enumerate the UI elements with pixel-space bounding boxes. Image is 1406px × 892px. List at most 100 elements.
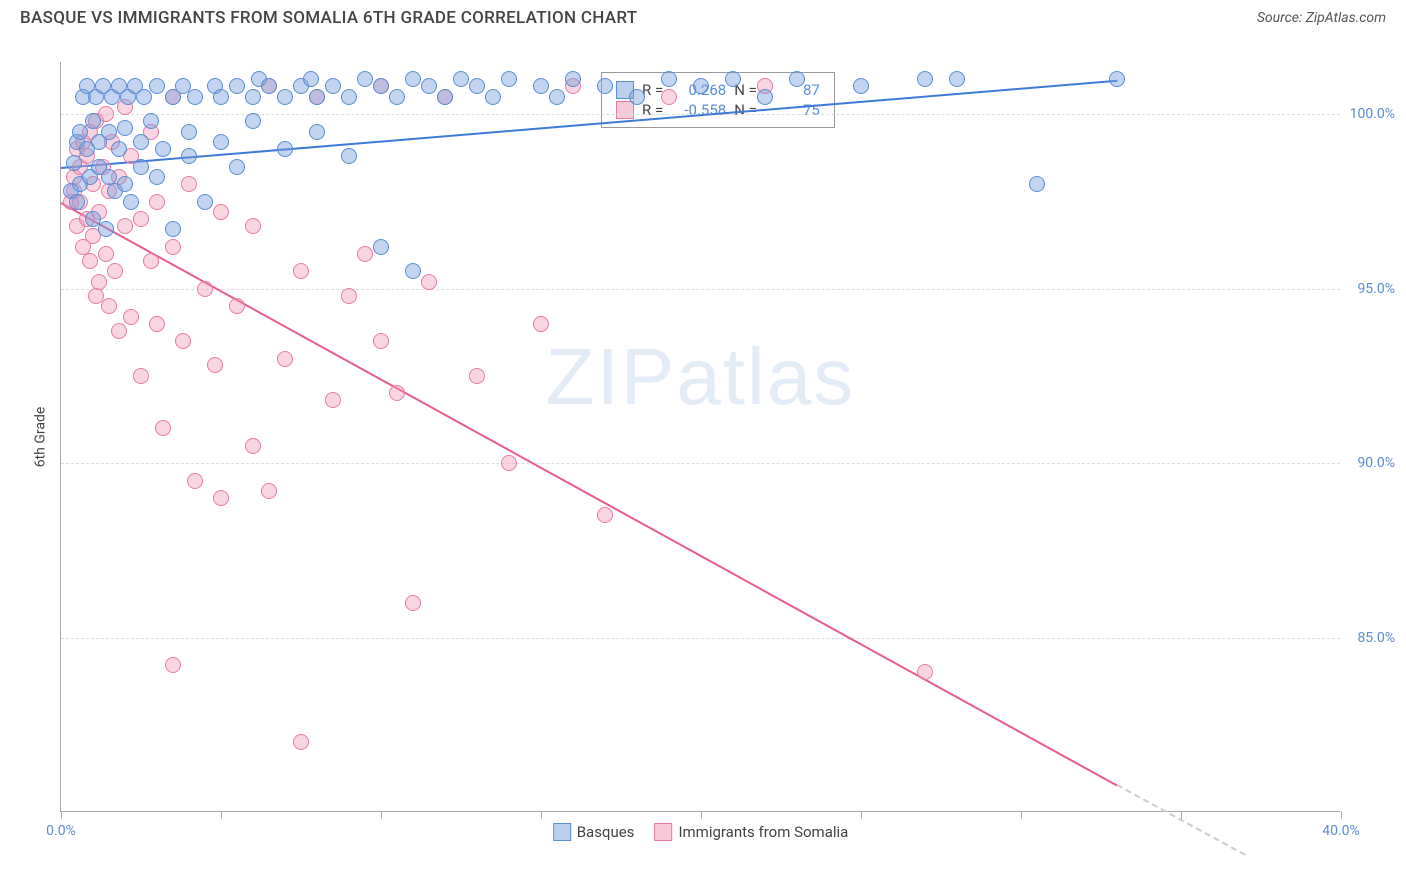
data-point bbox=[261, 483, 277, 499]
data-point bbox=[405, 595, 421, 611]
data-point bbox=[533, 78, 549, 94]
data-point bbox=[853, 78, 869, 94]
data-point bbox=[213, 134, 229, 150]
x-tick bbox=[381, 811, 382, 819]
data-point bbox=[143, 253, 159, 269]
data-point bbox=[501, 71, 517, 87]
data-point bbox=[277, 89, 293, 105]
x-tick bbox=[861, 811, 862, 819]
data-point bbox=[757, 89, 773, 105]
grid-line bbox=[61, 463, 1340, 464]
data-point bbox=[277, 141, 293, 157]
data-point bbox=[187, 89, 203, 105]
chart-header: BASQUE VS IMMIGRANTS FROM SOMALIA 6TH GR… bbox=[0, 0, 1406, 32]
data-point bbox=[373, 239, 389, 255]
data-point bbox=[229, 298, 245, 314]
data-point bbox=[229, 159, 245, 175]
chart-container: 6th Grade ZIPatlas R = 0.268 N = 87 R = … bbox=[60, 42, 1386, 832]
x-tick bbox=[1181, 811, 1182, 819]
data-point bbox=[661, 71, 677, 87]
data-point bbox=[133, 134, 149, 150]
data-point bbox=[293, 263, 309, 279]
data-point bbox=[165, 221, 181, 237]
data-point bbox=[421, 274, 437, 290]
data-point bbox=[357, 246, 373, 262]
data-point bbox=[155, 420, 171, 436]
data-point bbox=[213, 89, 229, 105]
data-point bbox=[187, 473, 203, 489]
data-point bbox=[133, 211, 149, 227]
y-axis-label: 6th Grade bbox=[32, 407, 48, 468]
data-point bbox=[181, 148, 197, 164]
data-point bbox=[405, 71, 421, 87]
data-point bbox=[149, 194, 165, 210]
swatch-pink-icon bbox=[616, 101, 634, 119]
data-point bbox=[245, 438, 261, 454]
data-point bbox=[117, 120, 133, 136]
data-point bbox=[949, 71, 965, 87]
data-point bbox=[373, 333, 389, 349]
data-point bbox=[117, 218, 133, 234]
data-point bbox=[341, 148, 357, 164]
r-label: R = bbox=[642, 101, 663, 119]
data-point bbox=[1029, 176, 1045, 192]
watermark-bold: ZIP bbox=[546, 332, 676, 421]
data-point bbox=[245, 89, 261, 105]
swatch-pink-icon bbox=[654, 823, 672, 841]
data-point bbox=[469, 78, 485, 94]
data-point bbox=[107, 263, 123, 279]
data-point bbox=[181, 124, 197, 140]
chart-source: Source: ZipAtlas.com bbox=[1257, 10, 1386, 26]
data-point bbox=[629, 89, 645, 105]
data-point bbox=[453, 71, 469, 87]
x-tick bbox=[1341, 811, 1342, 819]
data-point bbox=[197, 281, 213, 297]
data-point bbox=[245, 113, 261, 129]
data-point bbox=[693, 78, 709, 94]
data-point bbox=[101, 124, 117, 140]
data-point bbox=[533, 316, 549, 332]
data-point bbox=[175, 333, 191, 349]
data-point bbox=[85, 113, 101, 129]
grid-line bbox=[61, 638, 1340, 639]
legend: Basques Immigrants from Somalia bbox=[553, 823, 849, 841]
data-point bbox=[111, 141, 127, 157]
data-point bbox=[661, 89, 677, 105]
data-point bbox=[725, 71, 741, 87]
data-point bbox=[277, 351, 293, 367]
data-point bbox=[117, 176, 133, 192]
chart-title: BASQUE VS IMMIGRANTS FROM SOMALIA 6TH GR… bbox=[20, 8, 637, 28]
data-point bbox=[405, 263, 421, 279]
x-tick bbox=[221, 811, 222, 819]
plot-area: ZIPatlas R = 0.268 N = 87 R = -0.558 N =… bbox=[60, 62, 1340, 812]
data-point bbox=[149, 316, 165, 332]
data-point bbox=[325, 392, 341, 408]
data-point bbox=[111, 323, 127, 339]
x-tick-label: 0.0% bbox=[46, 823, 76, 839]
y-tick-label: 100.0% bbox=[1350, 106, 1395, 122]
data-point bbox=[197, 194, 213, 210]
data-point bbox=[213, 204, 229, 220]
legend-label-basques: Basques bbox=[577, 823, 635, 841]
data-point bbox=[229, 78, 245, 94]
data-point bbox=[789, 71, 805, 87]
data-point bbox=[165, 657, 181, 673]
data-point bbox=[565, 71, 581, 87]
data-point bbox=[98, 221, 114, 237]
watermark: ZIPatlas bbox=[546, 331, 855, 423]
data-point bbox=[325, 78, 341, 94]
corr-row-somalia: R = -0.558 N = 75 bbox=[616, 101, 820, 119]
data-point bbox=[149, 169, 165, 185]
data-point bbox=[421, 78, 437, 94]
data-point bbox=[165, 239, 181, 255]
data-point bbox=[303, 71, 319, 87]
data-point bbox=[181, 176, 197, 192]
y-tick-label: 85.0% bbox=[1357, 630, 1395, 646]
data-point bbox=[469, 368, 485, 384]
data-point bbox=[91, 274, 107, 290]
data-point bbox=[133, 368, 149, 384]
data-point bbox=[309, 124, 325, 140]
data-point bbox=[309, 89, 325, 105]
data-point bbox=[101, 298, 117, 314]
data-point bbox=[437, 89, 453, 105]
